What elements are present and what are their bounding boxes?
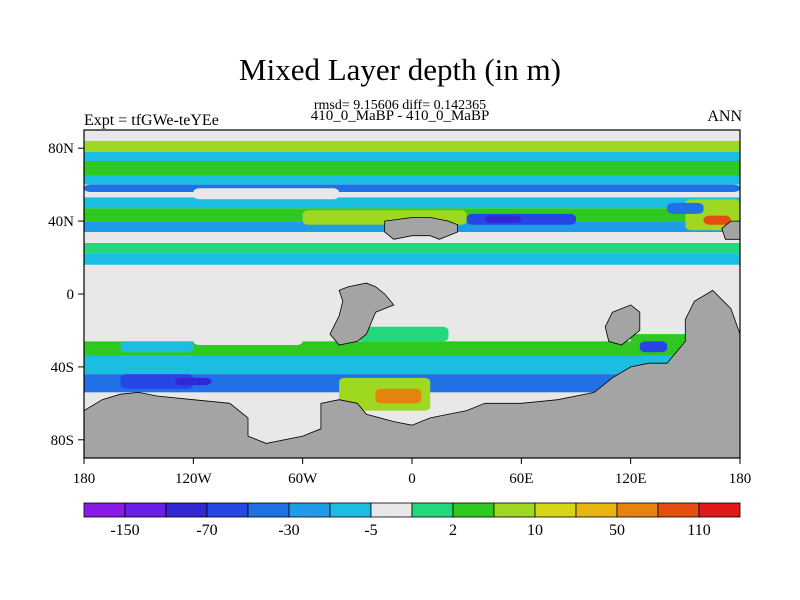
zonal-band-10	[84, 242, 740, 254]
chart-subtitle: 410_0_MaBP - 410_0_MaBP	[310, 108, 490, 124]
rmsd-text: rmsd= 9.15606 diff= 0.142365	[313, 98, 487, 113]
anomaly-patch-12	[175, 377, 212, 386]
land-mass-3	[604, 304, 641, 346]
y-tick-label-0: 80N	[48, 141, 74, 157]
y-axis: 80N 40N 0 40S 80S	[48, 141, 84, 449]
chart-title: Mixed Layer depth (in m)	[239, 52, 561, 87]
colorbar-swatch-8	[411, 502, 454, 518]
anomaly-patch-10	[357, 326, 449, 342]
colorbar-swatch-4	[247, 502, 290, 518]
land-mass-1	[329, 282, 395, 346]
anomaly-patch-1	[193, 188, 340, 200]
colorbar-label-6: 50	[609, 522, 625, 539]
season-label: ANN	[707, 108, 742, 125]
colorbar-label-0: -150	[110, 522, 139, 539]
colorbar-swatch-15	[698, 502, 741, 518]
colorbar-label-1: -70	[196, 522, 217, 539]
y-tick-label-1: 40N	[48, 214, 74, 230]
colorbar-swatch-0	[83, 502, 126, 518]
colorbar-swatch-13	[616, 502, 659, 518]
zonal-band-0	[84, 130, 740, 141]
x-tick-label-4: 60E	[509, 471, 533, 487]
colorbar-label-2: -30	[278, 522, 299, 539]
colorbar-swatch-5	[288, 502, 331, 518]
colorbar-swatch-2	[165, 502, 208, 518]
colorbar-label-3: -5	[364, 522, 377, 539]
anomaly-patch-8	[193, 330, 303, 346]
land-mass-0	[83, 289, 741, 459]
anomaly-patch-9	[120, 341, 194, 353]
x-tick-label-3: 0	[408, 471, 416, 487]
anomaly-patch-4	[484, 215, 522, 223]
anomaly-patch-16	[639, 341, 668, 353]
colorbar-swatch-12	[575, 502, 618, 518]
y-tick-label-3: 40S	[51, 360, 74, 376]
zonal-band-11	[84, 253, 740, 265]
anomaly-patch-0	[84, 184, 740, 192]
x-tick-label-6: 180	[729, 471, 752, 487]
anomaly-patch-11	[120, 374, 194, 389]
colorbar-swatch-1	[124, 502, 167, 518]
x-axis: 180 120W 60W 0 60E 120E 180	[73, 458, 752, 487]
colorbar-swatch-7	[370, 502, 413, 518]
zonal-band-9	[84, 232, 740, 243]
land-mass-2	[384, 217, 459, 240]
zonal-band-12	[84, 264, 740, 322]
colorbar-label-5: 10	[527, 522, 543, 539]
zonal-band-1	[84, 140, 740, 152]
zonal-band-15	[84, 355, 740, 375]
colorbar-label-4: 2	[449, 522, 457, 539]
experiment-label: Expt = tfGWe-teYEe	[84, 112, 219, 129]
colorbar-swatch-3	[206, 502, 249, 518]
x-tick-label-5: 120E	[615, 471, 647, 487]
anomaly-patch-14	[375, 388, 422, 404]
anomaly-patch-6	[703, 215, 731, 225]
x-tick-label-0: 180	[73, 471, 96, 487]
y-tick-label-2: 0	[67, 287, 75, 303]
zonal-band-3	[84, 160, 740, 176]
colorbar-label-7: 110	[687, 522, 710, 539]
zonal-band-4	[84, 175, 740, 185]
land-mask	[83, 217, 741, 459]
zonal-band-2	[84, 151, 740, 161]
colorbar-swatch-9	[452, 502, 495, 518]
y-tick-label-4: 80S	[51, 433, 74, 449]
colorbar-swatch-14	[657, 502, 700, 518]
x-tick-label-1: 120W	[175, 471, 213, 487]
colorbar-swatch-10	[493, 502, 536, 518]
anomaly-patch-7	[667, 202, 704, 214]
colorbar-swatch-11	[534, 502, 577, 518]
colorbar-swatch-6	[329, 502, 372, 518]
zonal-band-6	[84, 197, 740, 209]
x-tick-label-2: 60W	[288, 471, 318, 487]
colorbar: -150 -70 -30 -5 2 10 50 110	[83, 502, 741, 539]
